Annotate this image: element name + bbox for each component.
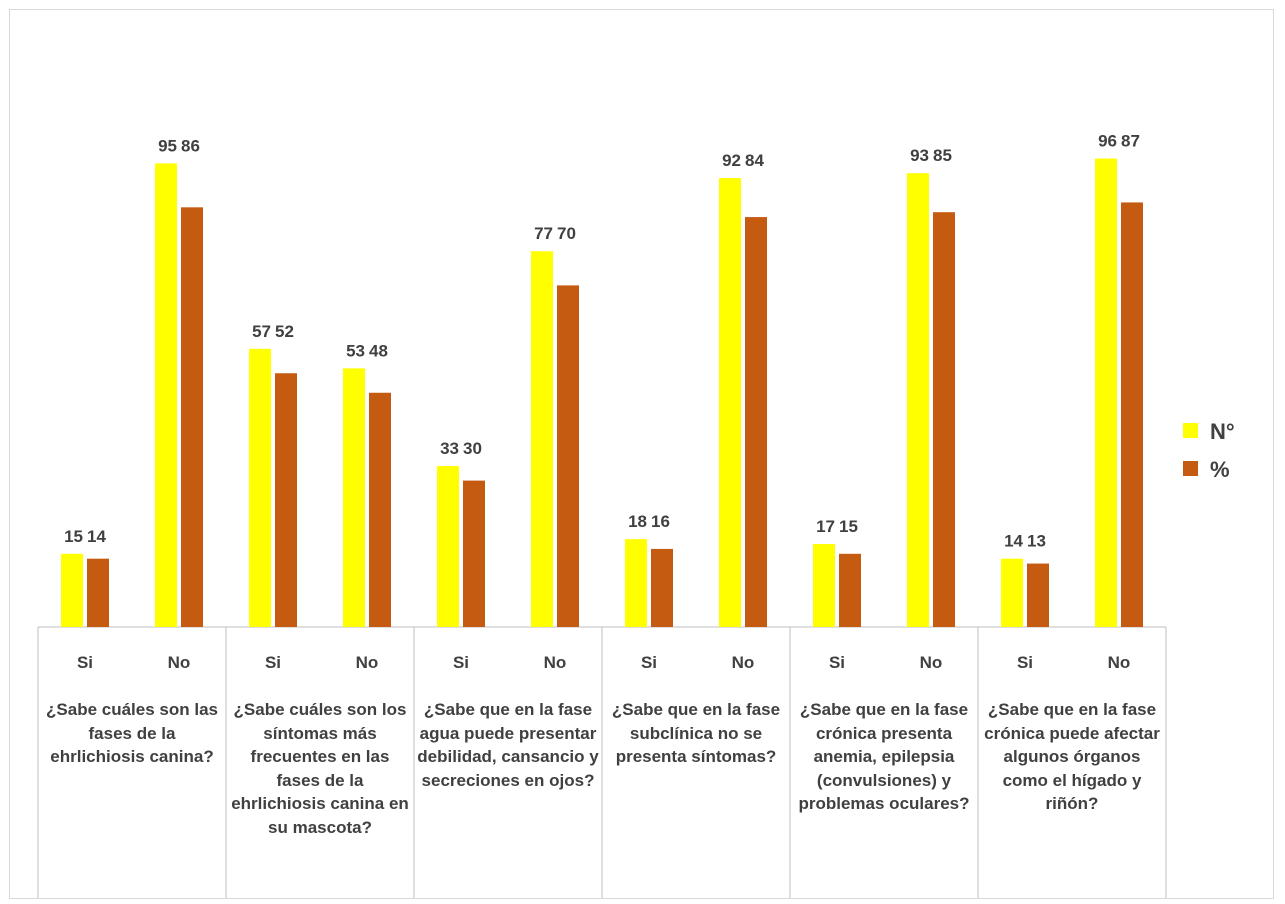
question-label: ¿Sabe que en la fase subclínica no se pr…: [611, 700, 781, 766]
bar-percent[interactable]: [275, 373, 297, 627]
legend-label-n: N°: [1210, 419, 1235, 444]
chart-frame: [9, 9, 1274, 899]
question-label: ¿Sabe cuáles son las fases de la ehrlich…: [46, 700, 218, 766]
data-label-percent: 87: [1121, 132, 1140, 151]
bar-n[interactable]: [1001, 558, 1023, 627]
bar-percent[interactable]: [1027, 563, 1049, 627]
bar-percent[interactable]: [181, 207, 203, 627]
bar-n[interactable]: [155, 163, 177, 627]
data-label-n: 33: [440, 439, 459, 458]
bar-percent[interactable]: [557, 285, 579, 627]
data-label-percent: 48: [369, 341, 388, 360]
bar-percent[interactable]: [745, 217, 767, 627]
subcategory-label: Si: [77, 653, 93, 672]
bar-percent[interactable]: [933, 212, 955, 627]
data-label-n: 14: [1004, 532, 1023, 551]
data-label-n: 96: [1098, 132, 1117, 151]
legend-swatch-n[interactable]: [1183, 423, 1198, 438]
data-label-n: 53: [346, 341, 365, 360]
bar-percent[interactable]: [87, 558, 109, 627]
data-label-n: 18: [628, 512, 647, 531]
subcategory-label: No: [732, 653, 755, 672]
data-label-n: 77: [534, 224, 553, 243]
legend-swatch-percent[interactable]: [1183, 461, 1198, 476]
data-label-n: 17: [816, 517, 835, 536]
subcategory-label: No: [544, 653, 567, 672]
question-label: ¿Sabe que en la fase crónica presenta an…: [798, 700, 970, 813]
bar-percent[interactable]: [369, 392, 391, 627]
legend-label-percent: %: [1210, 457, 1230, 482]
data-label-n: 57: [252, 322, 271, 341]
bar-n[interactable]: [249, 348, 271, 627]
subcategory-label: No: [1108, 653, 1131, 672]
data-label-n: 92: [722, 151, 741, 170]
bar-n[interactable]: [625, 539, 647, 627]
bar-percent[interactable]: [463, 480, 485, 627]
bar-n[interactable]: [61, 553, 83, 627]
bar-percent[interactable]: [1121, 202, 1143, 627]
question-label: ¿Sabe cuáles son los síntomas más frecue…: [231, 700, 409, 837]
subcategory-label: No: [356, 653, 379, 672]
question-label: ¿Sabe que en la fase crónica puede afect…: [984, 700, 1160, 813]
data-label-percent: 70: [557, 224, 576, 243]
data-label-percent: 14: [87, 527, 106, 546]
bar-percent[interactable]: [651, 548, 673, 627]
data-label-percent: 84: [745, 151, 764, 170]
bar-n[interactable]: [437, 465, 459, 627]
bar-percent[interactable]: [839, 553, 861, 627]
bar-n[interactable]: [719, 178, 741, 628]
bar-n[interactable]: [907, 173, 929, 627]
data-label-percent: 52: [275, 322, 294, 341]
data-label-percent: 85: [933, 146, 952, 165]
question-label: ¿Sabe que en la fase agua puede presenta…: [417, 700, 599, 790]
data-label-percent: 86: [181, 136, 200, 155]
data-label-percent: 13: [1027, 532, 1046, 551]
data-label-percent: 16: [651, 512, 670, 531]
bar-n[interactable]: [813, 544, 835, 627]
subcategory-label: Si: [265, 653, 281, 672]
subcategory-label: No: [920, 653, 943, 672]
subcategory-label: Si: [829, 653, 845, 672]
data-label-percent: 30: [463, 439, 482, 458]
data-label-n: 95: [158, 136, 177, 155]
bar-n[interactable]: [1095, 158, 1117, 627]
bar-n[interactable]: [531, 251, 553, 628]
data-label-n: 15: [64, 527, 83, 546]
subcategory-label: No: [168, 653, 191, 672]
subcategory-label: Si: [1017, 653, 1033, 672]
subcategory-label: Si: [453, 653, 469, 672]
bar-n[interactable]: [343, 368, 365, 627]
subcategory-label: Si: [641, 653, 657, 672]
data-label-percent: 15: [839, 517, 858, 536]
data-label-n: 93: [910, 146, 929, 165]
